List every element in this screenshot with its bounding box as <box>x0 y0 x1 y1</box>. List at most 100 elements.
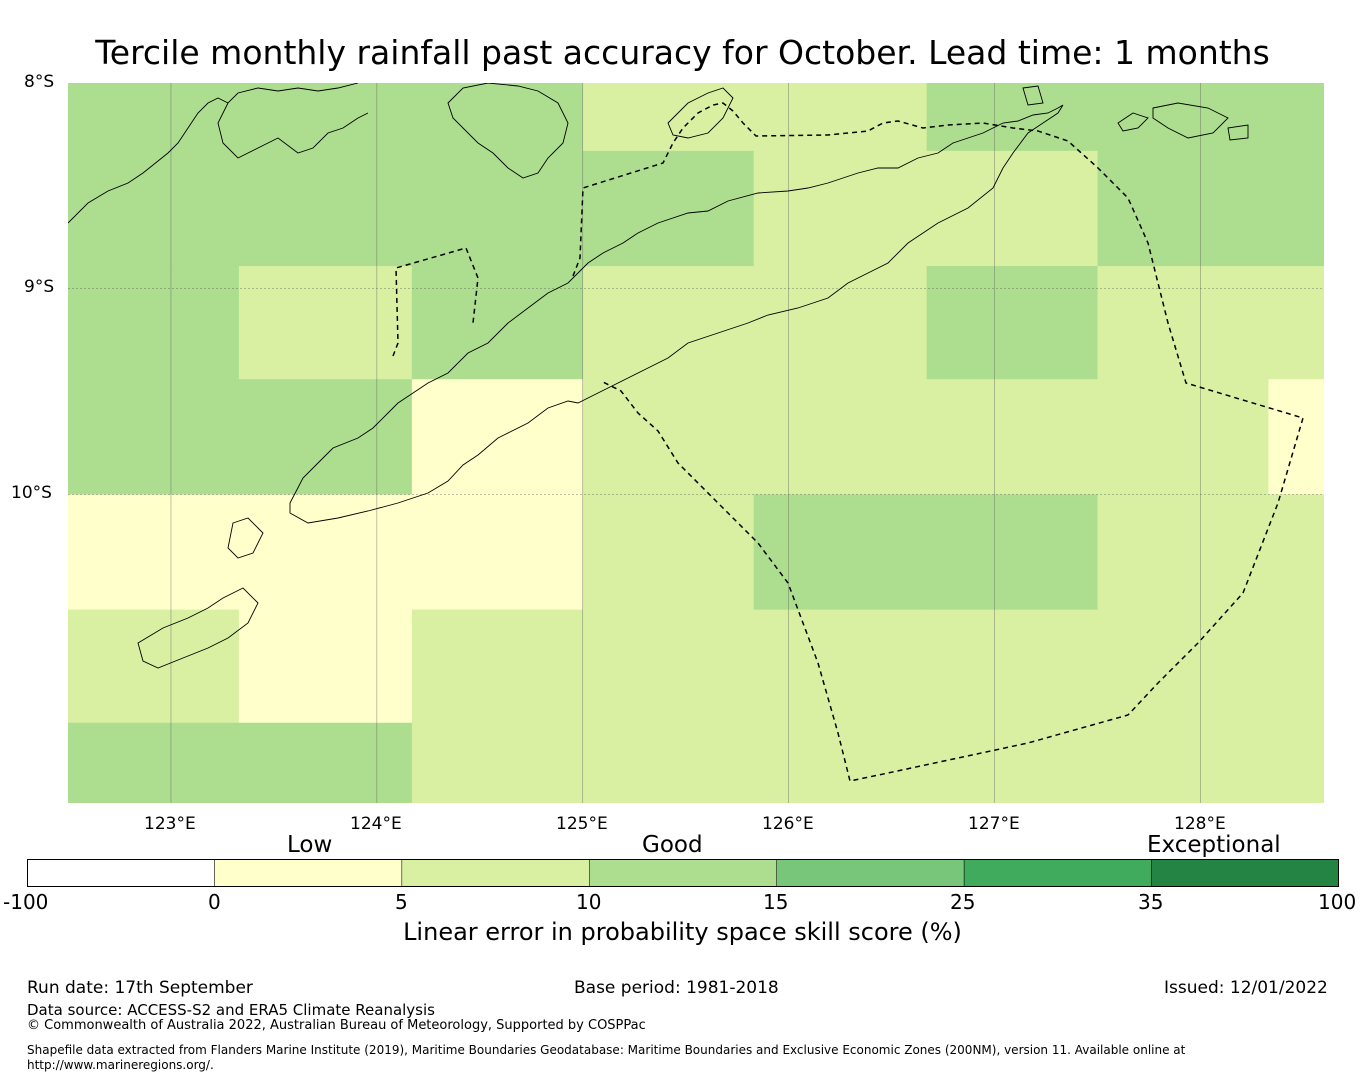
grid-cell <box>1097 722 1269 803</box>
north-islands-coastline <box>68 83 369 224</box>
grid-cell <box>926 379 1099 495</box>
grid-cell <box>753 494 928 611</box>
grid-cell <box>238 266 413 380</box>
grid-cell <box>411 722 584 803</box>
grid-cell <box>926 150 1099 267</box>
grid-cell <box>68 722 240 803</box>
skill-grid-cells <box>68 83 1324 803</box>
cb-tick-0: 0 <box>208 890 221 914</box>
grid-cell <box>1268 150 1324 267</box>
grid-cell <box>1097 83 1269 152</box>
grid-cell <box>1268 494 1324 611</box>
colorbar-label: Linear error in probability space skill … <box>403 918 962 946</box>
grid-cell <box>582 83 755 152</box>
lon-label-124e: 124°E <box>350 814 402 834</box>
category-good: Good <box>642 832 703 858</box>
lon-label-128e: 128°E <box>1174 814 1226 834</box>
grid-cell <box>68 494 240 611</box>
colorbar-segment <box>776 859 965 887</box>
grid-cell <box>238 494 413 611</box>
base-period: Base period: 1981-2018 <box>574 978 779 998</box>
grid-cell <box>582 150 755 267</box>
colorbar-segment <box>589 859 777 887</box>
grid-cell <box>411 379 584 495</box>
grid-cell <box>1097 379 1269 495</box>
colorbar-segment <box>214 859 403 887</box>
grid-cell <box>1097 266 1269 380</box>
rainfall-accuracy-map <box>68 83 1324 803</box>
grid-cell <box>582 494 755 611</box>
lat-label-9s: 9°S <box>24 277 55 297</box>
grid-cell <box>1268 722 1324 803</box>
grid-cell <box>753 609 928 724</box>
grid-cell <box>238 379 413 495</box>
grid-cell <box>753 150 928 267</box>
data-source: Data source: ACCESS-S2 and ERA5 Climate … <box>27 1001 435 1019</box>
shapefile-url: http://www.marineregions.org/. <box>27 1058 214 1072</box>
grid-cell <box>582 722 755 803</box>
category-low: Low <box>287 832 333 858</box>
cb-tick-10: 10 <box>576 890 602 914</box>
run-date: Run date: 17th September <box>27 978 253 998</box>
cb-tick-25: 25 <box>950 890 976 914</box>
grid-cell <box>238 722 413 803</box>
grid-cell <box>411 266 584 380</box>
grid-cell <box>1097 150 1269 267</box>
page-title: Tercile monthly rainfall past accuracy f… <box>95 33 1270 72</box>
alor-coastline <box>447 83 569 179</box>
sawu-coastline <box>137 587 259 669</box>
grid-cell <box>926 266 1099 380</box>
timor-coastline <box>289 104 1064 524</box>
grid-cell <box>411 150 584 267</box>
grid-cell <box>753 266 928 380</box>
grid-cell <box>68 150 240 267</box>
cb-tick-35: 35 <box>1138 890 1164 914</box>
grid-cell <box>411 494 584 611</box>
grid-cell <box>753 379 928 495</box>
cb-tick-15: 15 <box>763 890 789 914</box>
grid-cell <box>411 609 584 724</box>
grid-cell <box>1268 609 1324 724</box>
lat-label-10s: 10°S <box>11 483 52 503</box>
shapefile-credit: Shapefile data extracted from Flanders M… <box>27 1043 1186 1057</box>
copyright: © Commonwealth of Australia 2022, Austra… <box>27 1018 646 1033</box>
grid-cell <box>1097 609 1269 724</box>
colorbar-segment <box>963 859 1152 887</box>
grid-cell <box>1268 379 1324 495</box>
cb-tick-neg100: -100 <box>3 890 49 914</box>
lon-label-125e: 125°E <box>556 814 608 834</box>
grid-cell <box>926 83 1099 152</box>
grid-cell <box>926 722 1099 803</box>
grid-cell <box>238 83 413 152</box>
lon-label-123e: 123°E <box>144 814 196 834</box>
grid-cell <box>582 379 755 495</box>
kisar-coastline <box>1022 85 1044 106</box>
grid-cell <box>68 379 240 495</box>
grid-cell <box>1268 83 1324 152</box>
cb-tick-100: 100 <box>1318 890 1357 914</box>
category-exceptional: Exceptional <box>1147 832 1281 858</box>
grid-cell <box>926 609 1099 724</box>
lon-label-127e: 127°E <box>968 814 1020 834</box>
grid-cell <box>753 722 928 803</box>
coastlines <box>68 83 1249 669</box>
east-islands-coastline <box>1117 102 1249 141</box>
issued-date: Issued: 12/01/2022 <box>1164 978 1328 998</box>
colorbar-segment <box>27 859 215 887</box>
grid-cell <box>582 266 755 380</box>
eez-boundary <box>392 102 1304 782</box>
grid-cell <box>753 83 928 152</box>
lat-label-8s: 8°S <box>24 72 55 92</box>
colorbar-segment <box>401 859 590 887</box>
wetar-coastline <box>667 87 734 139</box>
grid-cell <box>1097 494 1269 611</box>
grid-cell <box>238 609 413 724</box>
colorbar <box>27 859 1339 887</box>
grid-cell <box>926 494 1099 611</box>
rote-coastline <box>227 517 264 559</box>
grid-cell <box>238 150 413 267</box>
grid-cell <box>68 83 240 152</box>
grid-cell <box>411 83 584 152</box>
cb-tick-5: 5 <box>395 890 408 914</box>
lon-label-126e: 126°E <box>762 814 814 834</box>
